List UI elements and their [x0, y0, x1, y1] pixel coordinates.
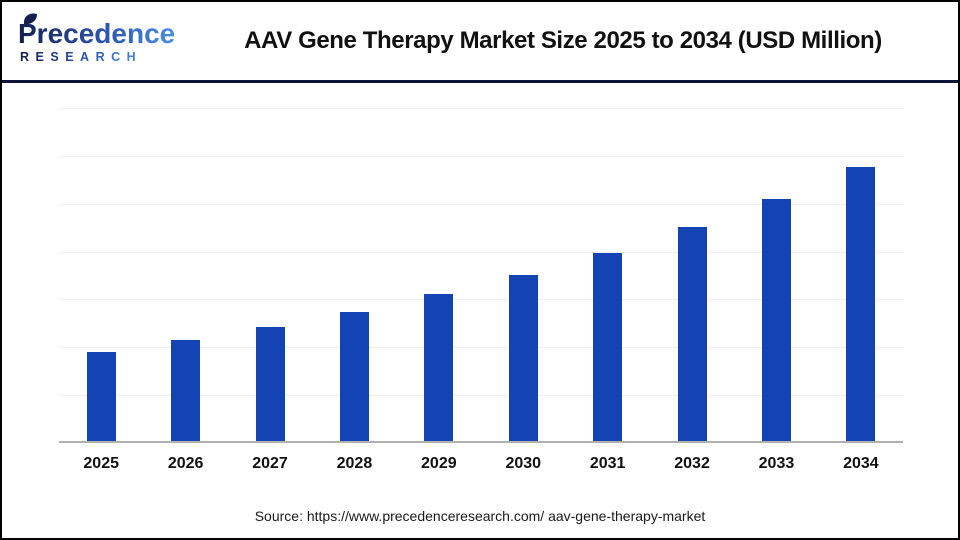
plot-area — [59, 108, 903, 443]
x-axis-label-2033: 2033 — [758, 455, 795, 472]
gridline — [59, 299, 903, 301]
x-axis-label-2031: 2031 — [589, 455, 626, 472]
footer: Source: https://www.precedenceresearch.c… — [2, 502, 958, 538]
bar-column-2034 — [819, 108, 903, 441]
bar-2032 — [677, 227, 707, 441]
bar-column-2031 — [565, 108, 649, 441]
title-wrap: AAV Gene Therapy Market Size 2025 to 203… — [188, 27, 938, 55]
gridline — [59, 395, 903, 397]
header-divider — [2, 80, 958, 83]
x-axis-label-2032: 2032 — [674, 455, 710, 472]
x-axis-labels: 2025 2026 2027 2028 2029 2030 2031 2032 2033 2034 — [59, 455, 903, 473]
bar-2027 — [255, 327, 285, 441]
bar-column-2033 — [734, 108, 818, 441]
x-axis-label-2025: 2025 — [83, 455, 119, 472]
bar-2028 — [339, 312, 369, 441]
gridline — [59, 108, 903, 109]
chart-area: 2025 2026 2027 2028 2029 2030 2031 2032 2033 2034 — [2, 83, 958, 502]
bar-2029 — [424, 294, 454, 441]
page-title: AAV Gene Therapy Market Size 2025 to 203… — [244, 27, 882, 54]
x-axis-label-2034: 2034 — [843, 455, 879, 472]
bar-2034 — [846, 167, 876, 441]
x-axis-label-2029: 2029 — [421, 455, 457, 472]
bar-column-2025 — [59, 108, 143, 441]
bar-2030 — [508, 275, 538, 441]
gridline — [59, 251, 903, 253]
x-axis-label-2028: 2028 — [336, 455, 373, 472]
bar-column-2026 — [143, 108, 227, 441]
brand-logo: Precedence RESEARCH — [18, 12, 188, 71]
bar-column-2027 — [228, 108, 312, 441]
gridline — [59, 347, 903, 349]
bar-2031 — [593, 253, 623, 441]
brand-logo-graphic: Precedence RESEARCH — [18, 12, 175, 64]
bar-series — [59, 108, 903, 441]
gridline — [59, 203, 903, 205]
x-axis-label-2027: 2027 — [252, 455, 288, 472]
header: Precedence RESEARCH AAV Gene Therapy Mar… — [2, 2, 958, 80]
bar-2033 — [761, 199, 791, 441]
bar-column-2029 — [397, 108, 481, 441]
bar-column-2032 — [650, 108, 734, 441]
x-axis-label-2026: 2026 — [167, 455, 204, 472]
bar-column-2030 — [481, 108, 565, 441]
source-text: Source: https://www.precedenceresearch.c… — [254, 508, 706, 524]
bar-2026 — [171, 340, 201, 441]
brand-name-secondary: RESEARCH — [20, 50, 142, 64]
leaf-icon — [23, 12, 37, 24]
gridline — [59, 155, 903, 157]
x-axis-label-2030: 2030 — [505, 455, 542, 472]
bar-2025 — [86, 352, 116, 441]
bar-column-2028 — [312, 108, 396, 441]
brand-name-primary: Precedence — [18, 18, 175, 49]
